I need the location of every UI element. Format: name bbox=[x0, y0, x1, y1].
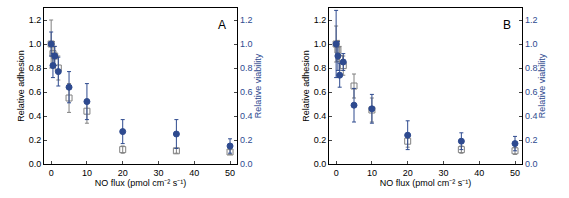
svg-text:1.0: 1.0 bbox=[29, 39, 42, 49]
svg-text:0.8: 0.8 bbox=[29, 63, 42, 73]
svg-text:1.2: 1.2 bbox=[314, 15, 327, 25]
svg-text:40: 40 bbox=[189, 168, 199, 178]
svg-text:0.4: 0.4 bbox=[314, 111, 327, 121]
svg-text:NO flux (pmol cm⁻² s⁻¹): NO flux (pmol cm⁻² s⁻¹) bbox=[380, 178, 472, 188]
svg-text:0: 0 bbox=[49, 168, 54, 178]
svg-text:Relative adhesion: Relative adhesion bbox=[16, 50, 26, 122]
svg-text:0: 0 bbox=[334, 168, 339, 178]
svg-text:10: 10 bbox=[82, 168, 92, 178]
svg-text:1.2: 1.2 bbox=[240, 15, 253, 25]
svg-text:A: A bbox=[218, 18, 226, 32]
svg-text:1.2: 1.2 bbox=[525, 15, 538, 25]
svg-text:B: B bbox=[503, 18, 511, 32]
svg-text:0.4: 0.4 bbox=[240, 111, 253, 121]
svg-text:0.0: 0.0 bbox=[314, 159, 327, 169]
svg-text:0.2: 0.2 bbox=[525, 135, 538, 145]
svg-text:0.6: 0.6 bbox=[29, 87, 42, 97]
svg-text:0.4: 0.4 bbox=[29, 111, 42, 121]
svg-text:0.0: 0.0 bbox=[29, 159, 42, 169]
svg-text:0.6: 0.6 bbox=[525, 87, 538, 97]
svg-text:NO flux (pmol cm⁻² s⁻¹): NO flux (pmol cm⁻² s⁻¹) bbox=[95, 178, 187, 188]
svg-text:0.8: 0.8 bbox=[314, 63, 327, 73]
svg-text:50: 50 bbox=[510, 168, 520, 178]
svg-text:1.0: 1.0 bbox=[240, 39, 253, 49]
svg-text:0.0: 0.0 bbox=[240, 159, 253, 169]
svg-text:1.0: 1.0 bbox=[314, 39, 327, 49]
svg-text:0.8: 0.8 bbox=[240, 63, 253, 73]
svg-text:20: 20 bbox=[403, 168, 413, 178]
svg-text:0.0: 0.0 bbox=[525, 159, 538, 169]
svg-text:0.2: 0.2 bbox=[29, 135, 42, 145]
svg-text:0.6: 0.6 bbox=[314, 87, 327, 97]
svg-text:0.2: 0.2 bbox=[314, 135, 327, 145]
svg-text:Relative viability: Relative viability bbox=[253, 53, 263, 118]
svg-text:1.2: 1.2 bbox=[29, 15, 42, 25]
svg-text:1.0: 1.0 bbox=[525, 39, 538, 49]
svg-text:0.6: 0.6 bbox=[240, 87, 253, 97]
svg-text:0.4: 0.4 bbox=[525, 111, 538, 121]
svg-text:50: 50 bbox=[225, 168, 235, 178]
svg-text:0.8: 0.8 bbox=[525, 63, 538, 73]
svg-text:Relative adhesion: Relative adhesion bbox=[301, 50, 311, 122]
svg-text:0.2: 0.2 bbox=[240, 135, 253, 145]
svg-text:40: 40 bbox=[474, 168, 484, 178]
svg-text:30: 30 bbox=[153, 168, 163, 178]
svg-text:10: 10 bbox=[367, 168, 377, 178]
svg-text:20: 20 bbox=[118, 168, 128, 178]
svg-text:30: 30 bbox=[438, 168, 448, 178]
svg-text:Relative viability: Relative viability bbox=[537, 53, 547, 118]
